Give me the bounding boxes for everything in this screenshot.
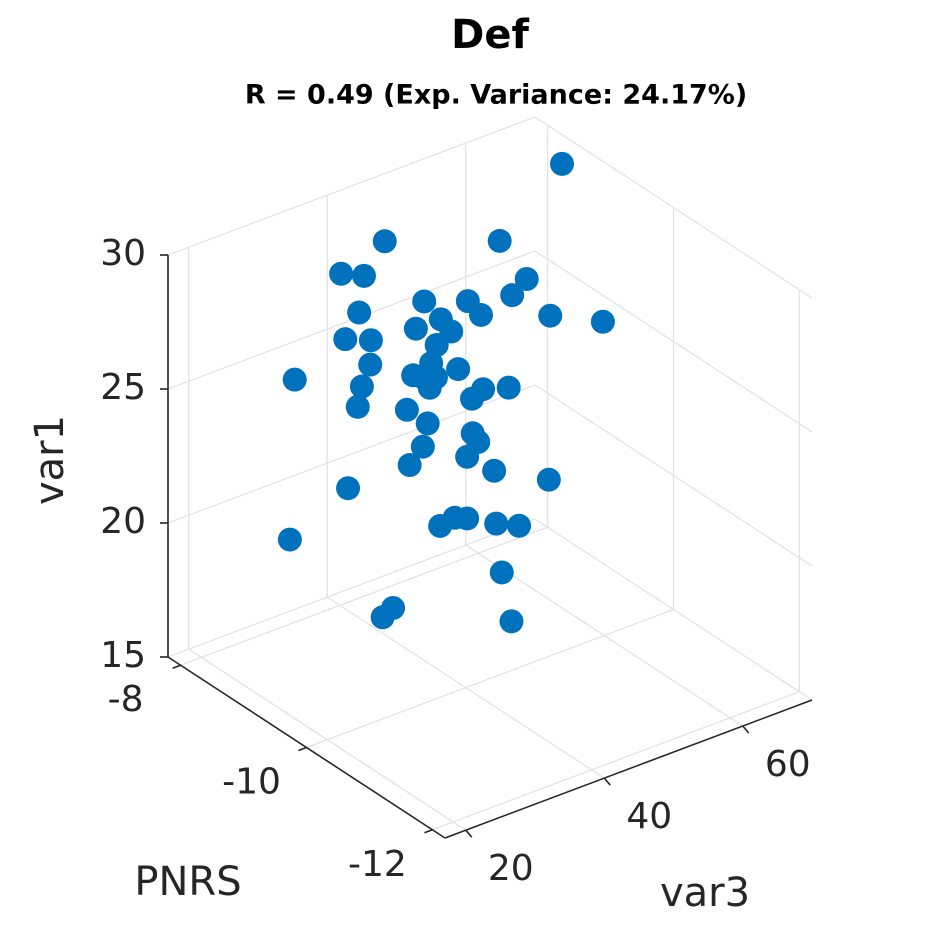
point <box>550 151 575 176</box>
grid-line <box>188 648 467 831</box>
point <box>590 309 615 334</box>
point <box>345 394 370 419</box>
z-tick-label: 15 <box>100 635 146 676</box>
tick-mark <box>465 829 473 838</box>
tick-mark <box>298 746 307 752</box>
point <box>487 228 512 253</box>
point <box>496 375 521 400</box>
point <box>397 453 422 478</box>
point <box>536 467 561 492</box>
point <box>358 352 383 377</box>
chart-subtitle: R = 0.49 (Exp. Variance: 24.17%) <box>245 80 747 111</box>
point <box>403 316 428 341</box>
point <box>446 357 471 382</box>
point <box>351 263 376 288</box>
point <box>329 261 354 286</box>
grid-line <box>180 526 548 666</box>
y-axis-label: var3 <box>660 870 750 916</box>
point <box>336 476 361 501</box>
grid-line <box>534 384 813 567</box>
tick-mark <box>603 777 611 786</box>
tick-mark <box>424 829 433 834</box>
point <box>507 513 532 538</box>
grid-line <box>534 116 813 299</box>
point <box>372 229 397 254</box>
point <box>349 374 374 399</box>
point <box>489 560 514 585</box>
point <box>370 605 395 630</box>
point <box>358 328 383 353</box>
z-tick-label: 20 <box>100 501 146 542</box>
grid-line <box>167 518 536 658</box>
point <box>500 283 525 308</box>
x-tick-label: -12 <box>348 844 407 885</box>
point <box>482 458 507 483</box>
y-axis <box>444 699 813 839</box>
y-tick-label: 60 <box>765 744 811 785</box>
point <box>538 303 563 328</box>
z-tick-label: 30 <box>100 233 146 274</box>
z-axis-label: var1 <box>27 415 73 505</box>
point <box>282 367 307 392</box>
point <box>394 397 419 422</box>
grid-line <box>167 116 536 256</box>
y-tick-label: 40 <box>626 796 672 837</box>
tick-mark <box>742 725 750 734</box>
point <box>468 302 493 327</box>
point <box>347 300 372 325</box>
z-tick-label: 25 <box>100 367 146 408</box>
y-tick-label: 20 <box>488 848 534 889</box>
tick-mark <box>172 664 181 669</box>
grid-line <box>432 691 800 831</box>
point <box>277 527 302 552</box>
point <box>412 289 437 314</box>
point <box>514 266 539 291</box>
point <box>333 327 358 352</box>
point <box>410 434 435 459</box>
grid-line <box>326 596 605 779</box>
x-tick-label: -8 <box>108 679 144 720</box>
point <box>417 375 442 400</box>
point <box>459 386 484 411</box>
x-axis-label: PNRS <box>134 859 241 905</box>
point <box>424 333 449 358</box>
chart-title: Def <box>451 12 529 58</box>
grid-line <box>534 518 813 701</box>
point <box>415 411 440 436</box>
point <box>499 609 524 634</box>
point <box>484 511 509 536</box>
grid-line <box>306 608 674 749</box>
grid-line <box>534 250 813 433</box>
x-tick-label: -10 <box>222 762 281 803</box>
point <box>455 444 480 469</box>
point <box>455 506 480 531</box>
